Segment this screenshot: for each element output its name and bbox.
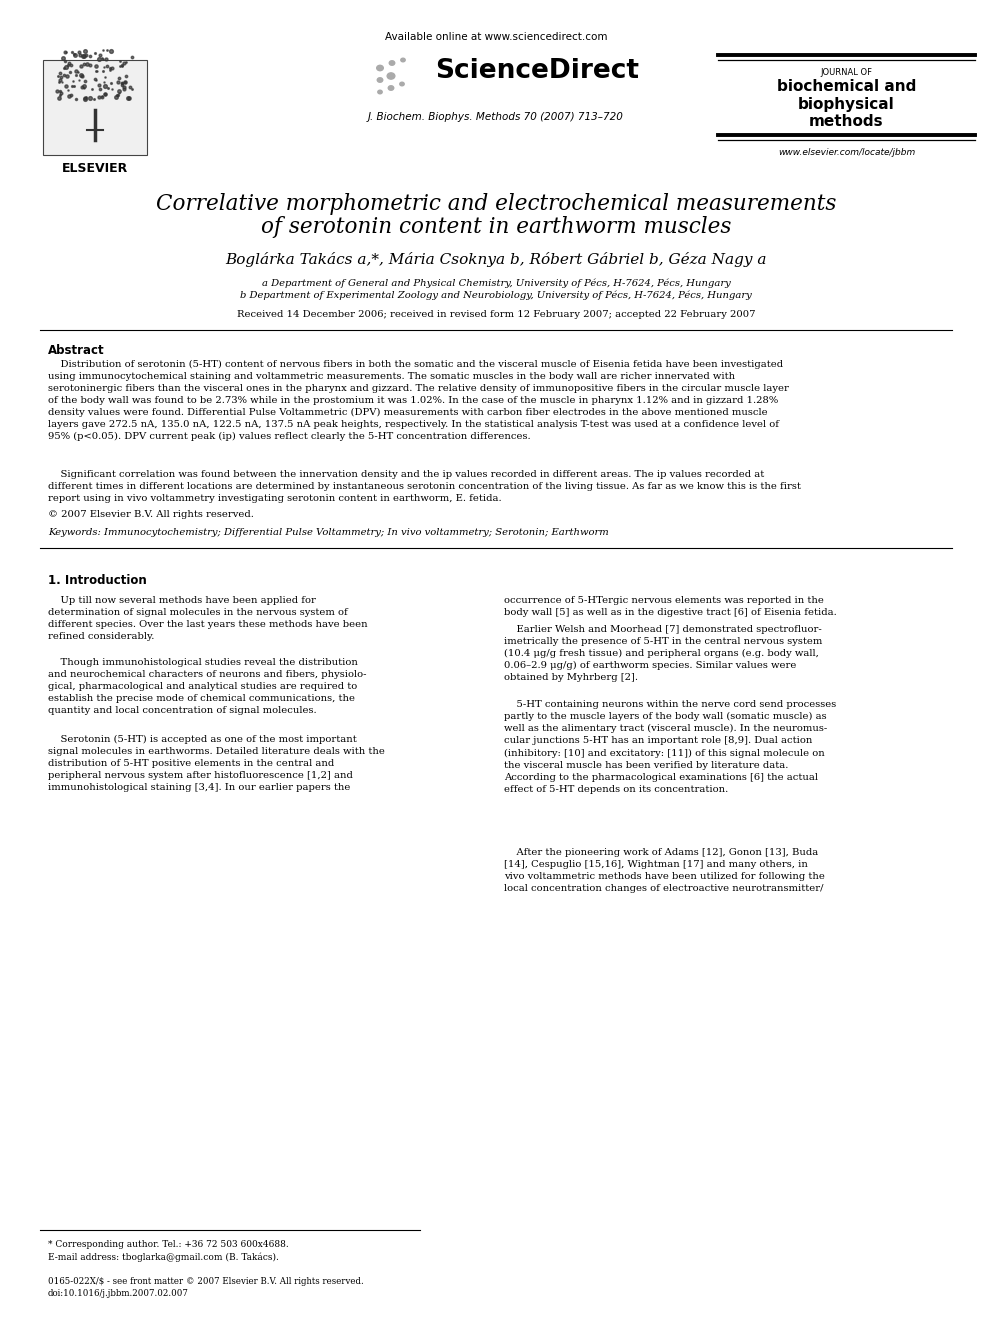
Text: Significant correlation was found between the innervation density and the ip val: Significant correlation was found betwee… xyxy=(48,470,801,503)
Text: 0165-022X/$ - see front matter © 2007 Elsevier B.V. All rights reserved.: 0165-022X/$ - see front matter © 2007 El… xyxy=(48,1277,364,1286)
Text: Received 14 December 2006; received in revised form 12 February 2007; accepted 2: Received 14 December 2006; received in r… xyxy=(237,310,755,319)
Text: Correlative morphometric and electrochemical measurements: Correlative morphometric and electrochem… xyxy=(156,193,836,216)
Text: b Department of Experimental Zoology and Neurobiology, University of Pécs, H-762: b Department of Experimental Zoology and… xyxy=(240,291,752,300)
Text: Distribution of serotonin (5-HT) content of nervous fibers in both the somatic a: Distribution of serotonin (5-HT) content… xyxy=(48,360,789,441)
Text: After the pioneering work of Adams [12], Gonon [13], Buda
[14], Cespuglio [15,16: After the pioneering work of Adams [12],… xyxy=(504,848,825,893)
Text: of serotonin content in earthworm muscles: of serotonin content in earthworm muscle… xyxy=(261,216,731,238)
Text: J. Biochem. Biophys. Methods 70 (2007) 713–720: J. Biochem. Biophys. Methods 70 (2007) 7… xyxy=(368,112,624,122)
Text: biophysical: biophysical xyxy=(799,97,895,112)
Ellipse shape xyxy=(401,58,405,62)
Text: 5-HT containing neurons within the nerve cord send processes
partly to the muscl: 5-HT containing neurons within the nerve… xyxy=(504,700,836,794)
Text: Earlier Welsh and Moorhead [7] demonstrated spectrofluor-
imetrically the presen: Earlier Welsh and Moorhead [7] demonstra… xyxy=(504,624,822,683)
Ellipse shape xyxy=(377,65,383,70)
Text: © 2007 Elsevier B.V. All rights reserved.: © 2007 Elsevier B.V. All rights reserved… xyxy=(48,509,254,519)
Text: Available online at www.sciencedirect.com: Available online at www.sciencedirect.co… xyxy=(385,32,607,42)
Text: methods: methods xyxy=(809,114,884,130)
Ellipse shape xyxy=(388,86,394,90)
Ellipse shape xyxy=(389,61,395,65)
Ellipse shape xyxy=(400,82,404,86)
Text: Keywords: Immunocytochemistry; Differential Pulse Voltammetry; In vivo voltammet: Keywords: Immunocytochemistry; Different… xyxy=(48,528,609,537)
Text: * Corresponding author. Tel.: +36 72 503 600x4688.: * Corresponding author. Tel.: +36 72 503… xyxy=(48,1240,289,1249)
Text: ScienceDirect: ScienceDirect xyxy=(435,58,639,83)
Text: doi:10.1016/j.jbbm.2007.02.007: doi:10.1016/j.jbbm.2007.02.007 xyxy=(48,1289,188,1298)
Text: a Department of General and Physical Chemistry, University of Pécs, H-7624, Pécs: a Department of General and Physical Che… xyxy=(262,278,730,287)
Text: ELSEVIER: ELSEVIER xyxy=(62,161,128,175)
Text: Boglárka Takács a,*, Mária Csoknya b, Róbert Gábriel b, Géza Nagy a: Boglárka Takács a,*, Mária Csoknya b, Ró… xyxy=(225,251,767,267)
Text: E-mail address: tboglarka@gmail.com (B. Takács).: E-mail address: tboglarka@gmail.com (B. … xyxy=(48,1252,279,1262)
Text: occurrence of 5-HTergic nervous elements was reported in the
body wall [5] as we: occurrence of 5-HTergic nervous elements… xyxy=(504,595,836,617)
Text: JOURNAL OF: JOURNAL OF xyxy=(820,67,873,77)
Text: Up till now several methods have been applied for
determination of signal molecu: Up till now several methods have been ap… xyxy=(48,595,368,642)
Ellipse shape xyxy=(377,78,383,82)
Text: Abstract: Abstract xyxy=(48,344,104,357)
Ellipse shape xyxy=(378,90,382,94)
Text: biochemical and: biochemical and xyxy=(777,79,917,94)
Ellipse shape xyxy=(387,73,395,79)
Bar xyxy=(43,60,147,155)
Text: 1. Introduction: 1. Introduction xyxy=(48,574,147,587)
Text: Serotonin (5-HT) is accepted as one of the most important
signal molecules in ea: Serotonin (5-HT) is accepted as one of t… xyxy=(48,736,385,792)
Text: www.elsevier.com/locate/jbbm: www.elsevier.com/locate/jbbm xyxy=(778,148,916,157)
Text: Though immunohistological studies reveal the distribution
and neurochemical char: Though immunohistological studies reveal… xyxy=(48,658,366,714)
